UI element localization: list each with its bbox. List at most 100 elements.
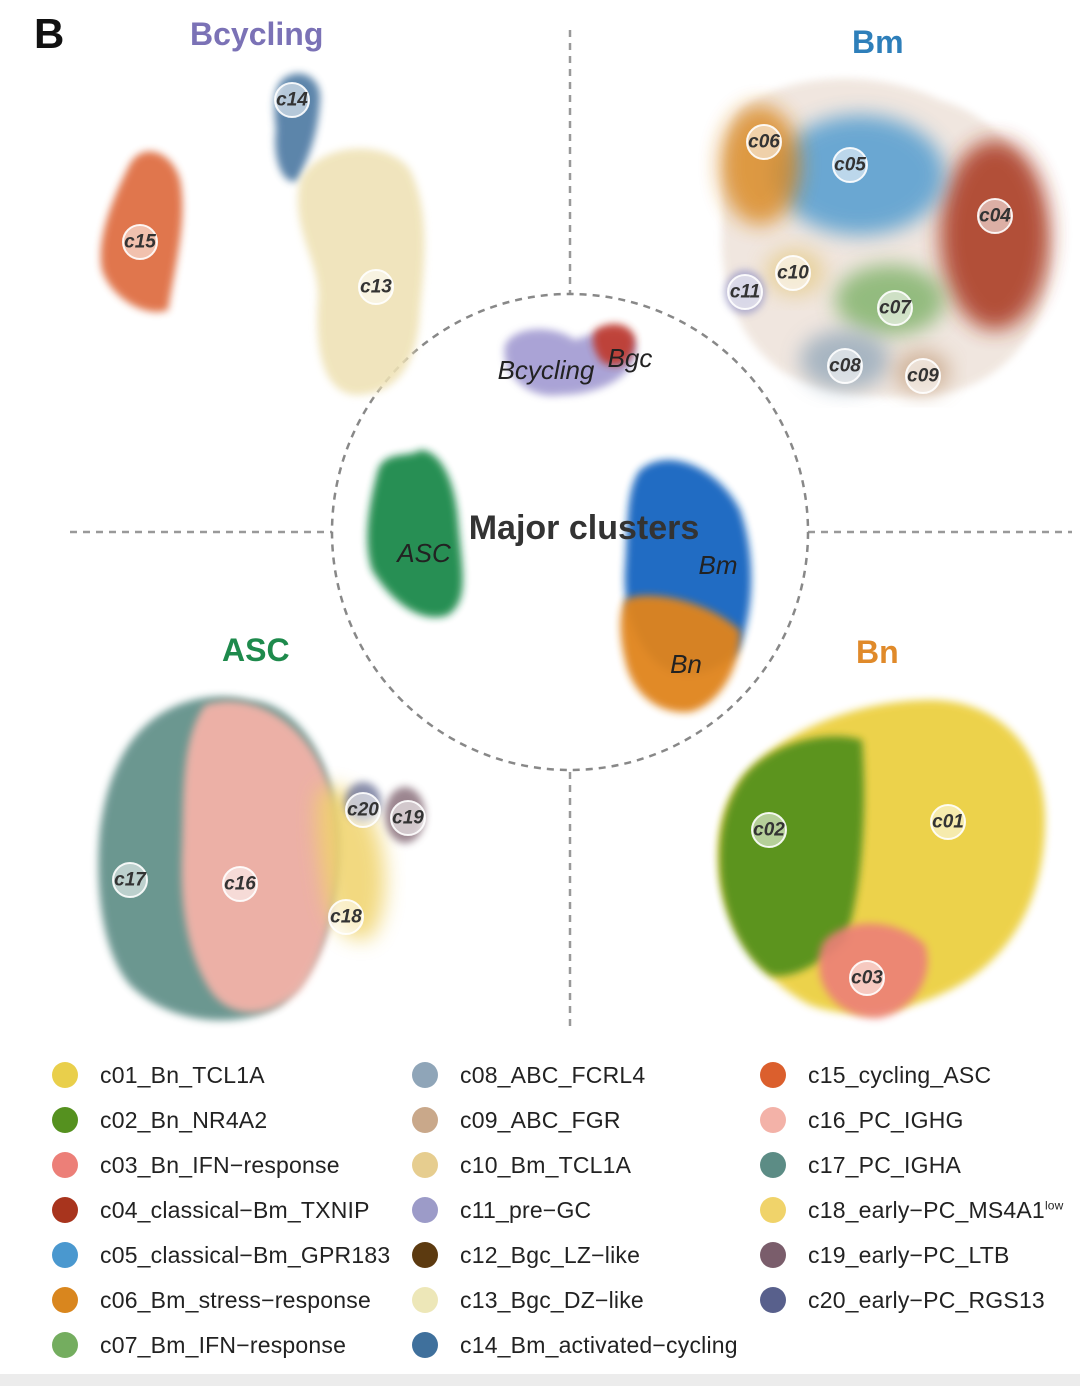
legend-item: c18_early−PC_MS4A1low bbox=[760, 1190, 1064, 1230]
cluster-badge-circle bbox=[390, 800, 426, 836]
cluster-label-c18: c18 bbox=[330, 907, 362, 928]
cluster-badge-c20: c20 bbox=[345, 792, 381, 828]
cloud-major-bn bbox=[620, 595, 741, 713]
cluster-label-c06: c06 bbox=[748, 132, 780, 153]
legend-label: c12_Bgc_LZ−like bbox=[460, 1241, 641, 1268]
legend-item: c16_PC_IGHG bbox=[760, 1100, 964, 1140]
cloud-c02 bbox=[719, 736, 865, 976]
cloud-c06 bbox=[720, 105, 800, 225]
legend-item: c14_Bm_activated−cycling bbox=[412, 1325, 738, 1365]
cluster-badge-circle bbox=[827, 348, 863, 384]
cloud-major-bgc bbox=[592, 323, 636, 366]
legend-label: c08_ABC_FCRL4 bbox=[460, 1061, 646, 1088]
cluster-label-c15: c15 bbox=[124, 232, 156, 253]
legend-swatch bbox=[412, 1332, 438, 1358]
legend-swatch bbox=[52, 1242, 78, 1268]
legend-swatch bbox=[52, 1287, 78, 1313]
legend-label: c17_PC_IGHA bbox=[808, 1151, 962, 1178]
title-asc: ASC bbox=[222, 632, 290, 668]
legend-item: c17_PC_IGHA bbox=[760, 1145, 961, 1185]
panel-letter: B bbox=[34, 10, 65, 57]
major-label-bm: Bm bbox=[699, 550, 738, 580]
cluster-badge-c15: c15 bbox=[122, 224, 158, 260]
cluster-badge-c11: c11 bbox=[727, 274, 763, 310]
cluster-badge-c13: c13 bbox=[358, 269, 394, 305]
cluster-badge-c07: c07 bbox=[877, 290, 913, 326]
cluster-label-c07: c07 bbox=[879, 298, 912, 319]
cloud-c13 bbox=[297, 148, 425, 395]
legend-item: c07_Bm_IFN−response bbox=[52, 1325, 346, 1365]
cluster-badge-circle bbox=[122, 224, 158, 260]
legend-item: c06_Bm_stress−response bbox=[52, 1280, 371, 1320]
legend-item: c12_Bgc_LZ−like bbox=[412, 1235, 640, 1275]
legend-swatch bbox=[760, 1152, 786, 1178]
legend-label: c05_classical−Bm_GPR183 bbox=[100, 1241, 391, 1268]
cluster-badge-c06: c06 bbox=[746, 124, 782, 160]
legend-label: c14_Bm_activated−cycling bbox=[460, 1331, 738, 1358]
legend-label: c09_ABC_FGR bbox=[460, 1106, 621, 1133]
cluster-label-c05: c05 bbox=[834, 155, 866, 176]
cluster-badge-circle bbox=[345, 792, 381, 828]
cluster-label-c02: c02 bbox=[753, 820, 785, 841]
cluster-badge-c17: c17 bbox=[112, 862, 148, 898]
legend-swatch bbox=[412, 1107, 438, 1133]
cluster-badge-circle bbox=[328, 899, 364, 935]
bn-umap bbox=[718, 700, 1045, 1019]
center-ring bbox=[330, 292, 810, 772]
legend-swatch bbox=[412, 1287, 438, 1313]
asc-umap bbox=[98, 696, 425, 1021]
legend-item: c09_ABC_FGR bbox=[412, 1100, 621, 1140]
cluster-badge-circle bbox=[274, 82, 310, 118]
legend-item: c03_Bn_IFN−response bbox=[52, 1145, 340, 1185]
legend-item: c01_Bn_TCL1A bbox=[52, 1055, 265, 1095]
legend-item: c11_pre−GC bbox=[412, 1190, 591, 1230]
legend-label: c18_early−PC_MS4A1low bbox=[808, 1196, 1064, 1223]
cluster-badge-c01: c01 bbox=[930, 804, 966, 840]
cluster-label-c20: c20 bbox=[347, 800, 379, 821]
legend-item: c02_Bn_NR4A2 bbox=[52, 1100, 267, 1140]
legend-item: c20_early−PC_RGS13 bbox=[760, 1280, 1045, 1320]
cluster-label-c19: c19 bbox=[392, 808, 424, 829]
cluster-label-c17: c17 bbox=[114, 870, 147, 891]
center-title: Major clusters bbox=[469, 509, 700, 547]
cluster-badge-circle bbox=[832, 147, 868, 183]
legend-label: c07_Bm_IFN−response bbox=[100, 1331, 347, 1358]
legend-item: c19_early−PC_LTB bbox=[760, 1235, 1010, 1275]
cluster-label-c10: c10 bbox=[777, 263, 809, 284]
cloud-major-asc bbox=[367, 450, 463, 618]
legend-swatch bbox=[52, 1197, 78, 1223]
legend-swatch bbox=[412, 1197, 438, 1223]
cluster-badge-circle bbox=[977, 198, 1013, 234]
cluster-badge-circle bbox=[905, 358, 941, 394]
legend-swatch bbox=[760, 1287, 786, 1313]
cluster-badge-circle bbox=[930, 804, 966, 840]
cluster-badges: c14 c15 c13 c06 c05 c04 c10 c11 c07 c08 c09 c20 c19 c… bbox=[112, 82, 1013, 996]
cloud-c16 bbox=[181, 701, 338, 1013]
legend-item: c05_classical−Bm_GPR183 bbox=[52, 1235, 390, 1275]
legend-swatch bbox=[412, 1062, 438, 1088]
cluster-badge-circle bbox=[746, 124, 782, 160]
cluster-badge-c14: c14 bbox=[274, 82, 310, 118]
legend-item: c04_classical−Bm_TXNIP bbox=[52, 1190, 370, 1230]
cluster-label-c16: c16 bbox=[224, 874, 256, 895]
legend-swatch bbox=[52, 1152, 78, 1178]
legend-label: c19_early−PC_LTB bbox=[808, 1241, 1010, 1268]
major-label-bcycling: Bcycling bbox=[498, 355, 595, 385]
cluster-badge-c09: c09 bbox=[905, 358, 941, 394]
cluster-badge-circle bbox=[358, 269, 394, 305]
cluster-badge-circle bbox=[849, 960, 885, 996]
cluster-label-c14: c14 bbox=[276, 90, 308, 111]
major-label-bgc: Bgc bbox=[608, 343, 653, 373]
legend-item: c08_ABC_FCRL4 bbox=[412, 1055, 645, 1095]
cluster-label-c04: c04 bbox=[979, 206, 1011, 227]
title-bcycling: Bcycling bbox=[190, 16, 324, 52]
legend-label: c04_classical−Bm_TXNIP bbox=[100, 1196, 370, 1223]
cluster-label-c13: c13 bbox=[360, 277, 392, 298]
cluster-badge-circle bbox=[727, 274, 763, 310]
legend-label: c15_cycling_ASC bbox=[808, 1061, 992, 1088]
legend-label: c01_Bn_TCL1A bbox=[100, 1061, 265, 1088]
legend-swatch bbox=[412, 1242, 438, 1268]
cluster-label-c03: c03 bbox=[851, 968, 883, 989]
cluster-badge-circle bbox=[112, 862, 148, 898]
legend-label: c11_pre−GC bbox=[460, 1196, 592, 1223]
